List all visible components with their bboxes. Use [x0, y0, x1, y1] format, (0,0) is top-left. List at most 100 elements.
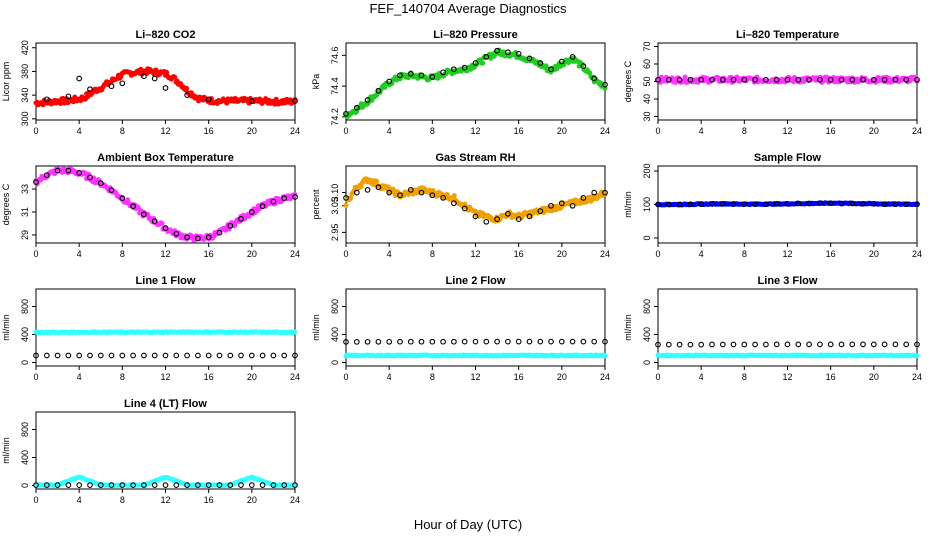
data-point	[353, 104, 360, 111]
data-point	[407, 70, 414, 77]
series-cyan	[655, 352, 920, 359]
data-point	[558, 58, 565, 65]
y-tick-label: 400	[20, 450, 30, 465]
data-point	[472, 213, 479, 220]
data-point	[259, 203, 266, 210]
panel-title: Line 1 Flow	[136, 275, 196, 287]
data-point	[526, 213, 533, 220]
data-point	[784, 200, 791, 207]
data-point	[483, 218, 490, 225]
data-point	[515, 338, 522, 345]
y-tick-label: 30	[642, 111, 652, 121]
x-tick-label: 0	[655, 372, 660, 382]
x-tick-label: 24	[290, 249, 300, 259]
data-point	[248, 209, 255, 215]
y-tick-label: 380	[20, 64, 30, 79]
y-tick-label: 0	[642, 360, 652, 365]
data-point	[407, 187, 414, 193]
x-tick-label: 0	[33, 495, 38, 505]
figure-title: FEF_140704 Average Diagnostics	[369, 1, 567, 16]
data-point	[151, 352, 158, 359]
y-axis-label: ml/min	[1, 314, 11, 341]
x-tick-label: 24	[600, 372, 610, 382]
data-point	[709, 341, 715, 348]
data-point	[763, 341, 769, 348]
figure-x-axis-label: Hour of Day (UTC)	[413, 517, 523, 532]
data-point	[87, 352, 93, 359]
data-point	[65, 167, 72, 174]
data-point	[386, 78, 393, 85]
data-point	[881, 76, 888, 83]
series-black	[343, 47, 608, 117]
data-point	[849, 76, 856, 83]
data-point	[548, 338, 554, 345]
data-point	[838, 341, 845, 348]
data-point	[205, 482, 212, 488]
data-point	[569, 202, 576, 209]
data-point	[698, 201, 705, 208]
data-point	[795, 76, 802, 83]
y-tick-label: 800	[20, 299, 30, 314]
data-point	[709, 200, 715, 207]
x-tick-label: 24	[912, 249, 922, 259]
data-point	[752, 201, 758, 208]
data-point	[195, 352, 201, 359]
data-point	[537, 338, 544, 345]
data-point	[343, 339, 349, 345]
panel-9: Line 3 Flow ml/min 0 4 8 12 16 20 24 0 400 800	[623, 275, 922, 382]
data-point	[429, 192, 436, 199]
x-tick-label: 16	[514, 372, 524, 382]
data-point	[418, 189, 425, 196]
x-tick-label: 24	[290, 495, 300, 505]
y-tick-label: 340	[20, 88, 30, 103]
series-magenta	[33, 166, 298, 243]
data-point	[817, 76, 823, 83]
data-point	[903, 201, 910, 208]
data-point	[870, 200, 877, 207]
data-point	[205, 352, 212, 359]
data-point	[591, 75, 598, 82]
data-point	[505, 210, 511, 217]
data-point	[119, 482, 126, 488]
panel-10: Line 4 (LT) Flow ml/min 0 4 8 12 16 20 24 0 400 800	[1, 398, 300, 505]
data-point	[580, 338, 587, 345]
data-point	[795, 341, 802, 348]
x-tick-label: 8	[120, 126, 125, 136]
y-tick-label: 2.95	[330, 224, 340, 242]
data-point	[665, 341, 672, 348]
data-point	[543, 63, 549, 69]
data-point	[870, 76, 877, 83]
data-point	[216, 352, 223, 359]
data-point	[130, 482, 136, 488]
panel-8: Line 2 Flow ml/min 0 4 8 12 16 20 24 0 400 800	[311, 275, 610, 382]
data-point	[655, 76, 661, 83]
panel-title: Li–820 Pressure	[433, 29, 517, 41]
data-point	[773, 341, 780, 348]
data-point	[270, 352, 277, 359]
data-point	[162, 482, 169, 488]
x-tick-label: 0	[33, 126, 38, 136]
data-point	[292, 98, 298, 104]
data-point	[382, 84, 388, 90]
x-tick-label: 24	[290, 126, 300, 136]
data-point	[827, 341, 834, 348]
data-point	[87, 174, 93, 181]
data-point	[375, 184, 382, 191]
data-point	[43, 352, 50, 359]
data-point	[558, 200, 565, 207]
data-point	[270, 482, 277, 488]
data-point	[108, 482, 115, 488]
data-point	[591, 189, 598, 196]
series-black	[655, 341, 920, 348]
panel-7: Line 1 Flow ml/min 0 4 8 12 16 20 24 0 400 800	[1, 275, 300, 382]
x-tick-label: 16	[204, 126, 214, 136]
x-tick-label: 4	[387, 372, 392, 382]
panel-title: Line 3 Flow	[758, 275, 818, 287]
data-point	[655, 341, 661, 348]
data-point	[227, 482, 234, 488]
data-point	[76, 75, 83, 82]
x-tick-label: 20	[869, 126, 879, 136]
y-tick-label: 0	[642, 235, 652, 240]
y-tick-label: 800	[330, 299, 340, 314]
data-point	[397, 338, 403, 345]
